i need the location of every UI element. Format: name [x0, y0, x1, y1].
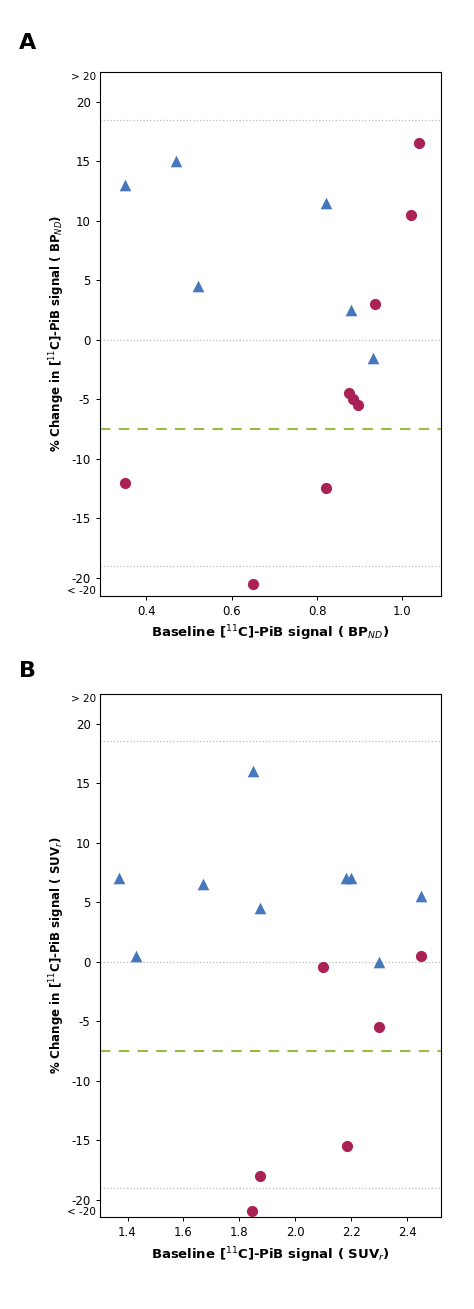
- Point: [121, 174, 129, 195]
- Point: [256, 898, 264, 919]
- Point: [375, 1017, 383, 1038]
- Point: [115, 868, 123, 889]
- Point: [345, 382, 353, 403]
- Y-axis label: % Change in [$^{11}$C]-PiB signal ( SUV$_{r}$): % Change in [$^{11}$C]-PiB signal ( SUV$…: [47, 836, 67, 1075]
- Text: < -20: < -20: [67, 585, 96, 596]
- Point: [256, 1165, 264, 1186]
- Point: [354, 395, 361, 416]
- Point: [347, 300, 355, 321]
- Point: [199, 873, 207, 894]
- Point: [375, 952, 383, 973]
- Point: [121, 473, 129, 493]
- Text: A: A: [19, 33, 36, 52]
- Text: > 20: > 20: [71, 694, 96, 704]
- Point: [342, 868, 349, 889]
- Point: [173, 151, 180, 171]
- Text: < -20: < -20: [67, 1207, 96, 1217]
- Text: B: B: [19, 661, 36, 681]
- Point: [416, 134, 423, 154]
- Point: [132, 945, 140, 966]
- Point: [249, 573, 257, 594]
- Point: [322, 478, 329, 499]
- Point: [371, 293, 378, 314]
- X-axis label: Baseline [$^{11}$C]-PiB signal ( BP$_{ND}$): Baseline [$^{11}$C]-PiB signal ( BP$_{ND…: [151, 623, 389, 643]
- Point: [250, 761, 257, 781]
- Point: [349, 389, 357, 410]
- Point: [418, 886, 425, 907]
- Point: [248, 1200, 256, 1221]
- Point: [407, 204, 415, 225]
- Text: > 20: > 20: [71, 72, 96, 82]
- Y-axis label: % Change in [$^{11}$C]-PiB signal ( BP$_{ND}$): % Change in [$^{11}$C]-PiB signal ( BP$_…: [47, 215, 67, 453]
- Point: [194, 276, 201, 297]
- X-axis label: Baseline [$^{11}$C]-PiB signal ( SUV$_{r}$): Baseline [$^{11}$C]-PiB signal ( SUV$_{r…: [151, 1245, 390, 1264]
- Point: [343, 1135, 351, 1156]
- Point: [418, 945, 425, 966]
- Point: [347, 868, 355, 889]
- Point: [322, 192, 329, 213]
- Point: [369, 347, 376, 368]
- Point: [319, 957, 327, 978]
